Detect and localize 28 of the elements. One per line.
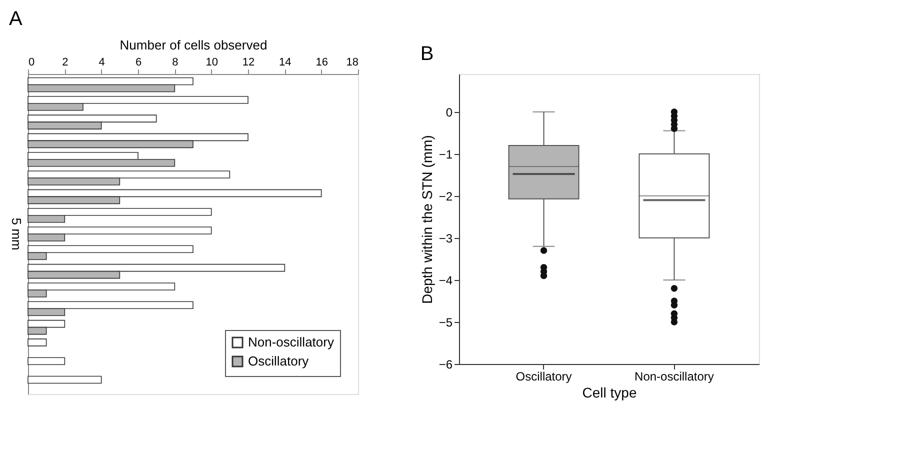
y-tick-label: −5 [438, 315, 453, 330]
y-tick-label: −1 [438, 147, 453, 162]
x-tick-label: 0 [28, 56, 35, 68]
chart-title: A [9, 8, 23, 30]
bar [28, 338, 47, 346]
chart-title: B [420, 43, 434, 65]
y-tick-label: −4 [438, 273, 453, 288]
bar [28, 376, 102, 384]
y-tick-label: −2 [438, 189, 453, 204]
text: 5 mm [9, 218, 24, 250]
y-tick-label: −3 [438, 231, 453, 246]
y-tick-label: −6 [438, 358, 453, 372]
y-tick-label: 0 [446, 105, 453, 120]
x-axis-title: Number of cells observed [120, 38, 268, 52]
legend-label: Non-oscillatory [248, 334, 334, 350]
x-tick-label: 10 [206, 56, 218, 68]
y-axis-title: Depth within the STN (mm) [418, 135, 435, 304]
x-tick-label: 2 [62, 56, 68, 68]
legend-label: Oscillatory [248, 354, 310, 368]
x-tick-label: 14 [279, 56, 292, 68]
x-tick-label: 18 [346, 56, 358, 68]
bar [28, 357, 66, 366]
x-tick-label: 16 [316, 56, 328, 68]
x-tick-label: 6 [135, 56, 142, 68]
x-tick-label: 8 [172, 56, 178, 68]
x-tick-label: 4 [98, 56, 105, 68]
x-tick-label: 12 [242, 56, 255, 68]
x-axis-title: Cell type [582, 384, 637, 400]
